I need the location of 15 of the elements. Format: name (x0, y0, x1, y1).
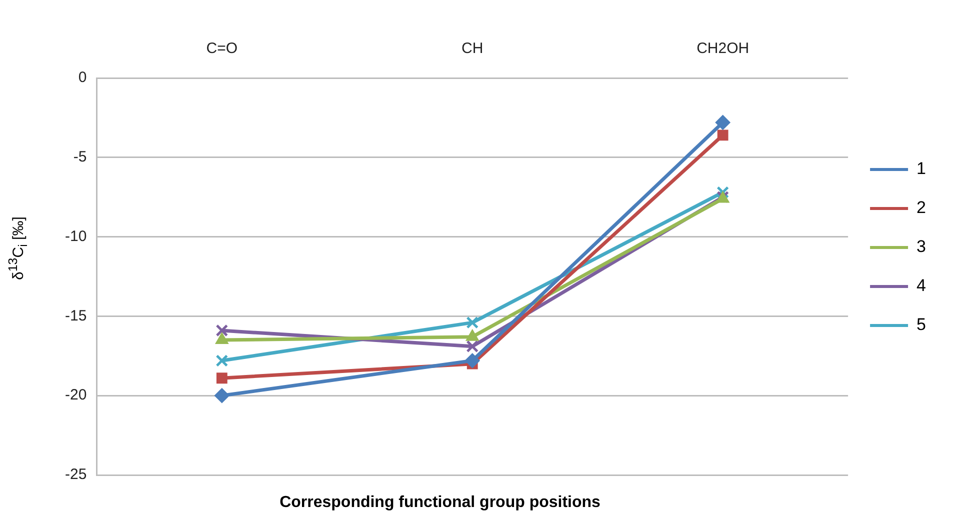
y-tick-label: -15 (64, 307, 87, 324)
y-tick-label: -5 (73, 148, 87, 166)
legend-label: 1 (916, 159, 926, 178)
x-tick-label: C=O (206, 40, 238, 58)
x-tick-label: CH (462, 40, 484, 58)
x-tick-label: CH2OH (696, 40, 750, 58)
legend-label: 3 (916, 237, 926, 256)
y-tick-label: -20 (64, 386, 87, 404)
legend-label: 4 (916, 276, 926, 296)
legend-label: 2 (916, 198, 926, 218)
y-tick-label: -25 (64, 466, 87, 484)
y-tick-label: 0 (78, 69, 87, 86)
x-axis-title: Corresponding functional group positions (278, 494, 602, 512)
legend-label: 5 (916, 315, 926, 334)
y-tick-label: -10 (64, 228, 87, 245)
